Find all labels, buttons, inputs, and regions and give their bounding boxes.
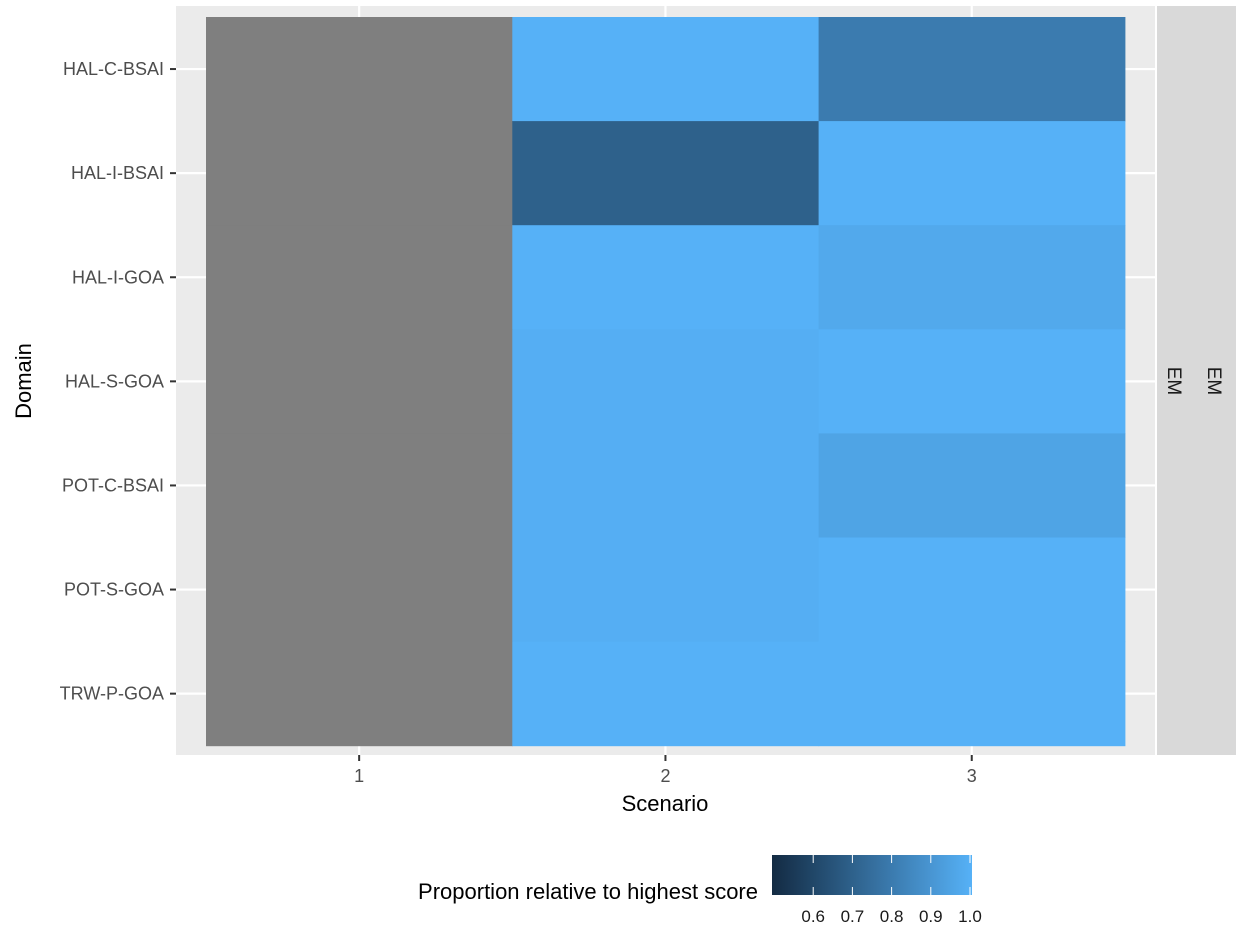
- legend-tick-label: 0.9: [919, 907, 943, 926]
- heatmap-cell: [512, 225, 820, 330]
- facet-strip-label-2: EM: [1203, 367, 1224, 396]
- x-tick-label: 2: [660, 766, 670, 786]
- facet-strip: [1157, 6, 1236, 755]
- legend-title: Proportion relative to highest score: [418, 879, 758, 904]
- y-axis-title: Domain: [11, 343, 36, 419]
- heatmap-cell: [818, 641, 1126, 747]
- heatmap-cell: [206, 537, 513, 643]
- facet-strip-label-1: EM: [1163, 367, 1184, 396]
- heatmap-cell: [512, 121, 820, 226]
- heatmap-cell: [818, 17, 1126, 122]
- heatmap-cell: [818, 329, 1126, 434]
- legend-tick-label: 1.0: [958, 907, 982, 926]
- y-axis: HAL-C-BSAI HAL-I-BSAI HAL-I-GOA HAL-S-GOA PO…: [60, 59, 176, 704]
- x-axis: 1 2 3: [354, 755, 977, 786]
- heatmap-cell: [206, 225, 513, 330]
- legend: Proportion relative to highest score 0.6…: [418, 855, 982, 926]
- y-tick-label: TRW-P-GOA: [60, 684, 164, 704]
- legend-colorbar: [772, 855, 972, 895]
- heatmap-cell: [206, 17, 513, 122]
- heatmap-cell: [512, 17, 820, 122]
- heatmap-cell: [818, 225, 1126, 330]
- legend-ticks: 0.6 0.7 0.8 0.9 1.0: [801, 855, 982, 926]
- heatmap-cell: [818, 121, 1126, 226]
- x-tick-label: 3: [967, 766, 977, 786]
- heatmap-cell: [818, 433, 1126, 538]
- y-tick-label: HAL-I-BSAI: [71, 163, 164, 183]
- heatmap-cell: [512, 329, 820, 434]
- legend-tick-label: 0.6: [801, 907, 825, 926]
- y-tick-label: HAL-S-GOA: [65, 371, 164, 391]
- x-axis-title: Scenario: [622, 791, 709, 816]
- heatmap-cell: [206, 641, 513, 747]
- y-tick-label: HAL-I-GOA: [72, 267, 164, 287]
- heatmap-cell: [512, 537, 820, 643]
- heatmap-cell: [206, 121, 513, 226]
- legend-tick-label: 0.8: [880, 907, 904, 926]
- heatmap-cell: [818, 537, 1126, 643]
- heatmap-cells: [206, 17, 1126, 747]
- heatmap-cell: [206, 433, 513, 538]
- heatmap-cell: [206, 329, 513, 434]
- heatmap-cell: [512, 433, 820, 538]
- y-tick-label: POT-S-GOA: [64, 580, 164, 600]
- x-tick-label: 1: [354, 766, 364, 786]
- heatmap-cell: [512, 641, 820, 747]
- y-tick-label: POT-C-BSAI: [62, 475, 164, 495]
- legend-tick-label: 0.7: [841, 907, 865, 926]
- y-tick-label: HAL-C-BSAI: [63, 59, 164, 79]
